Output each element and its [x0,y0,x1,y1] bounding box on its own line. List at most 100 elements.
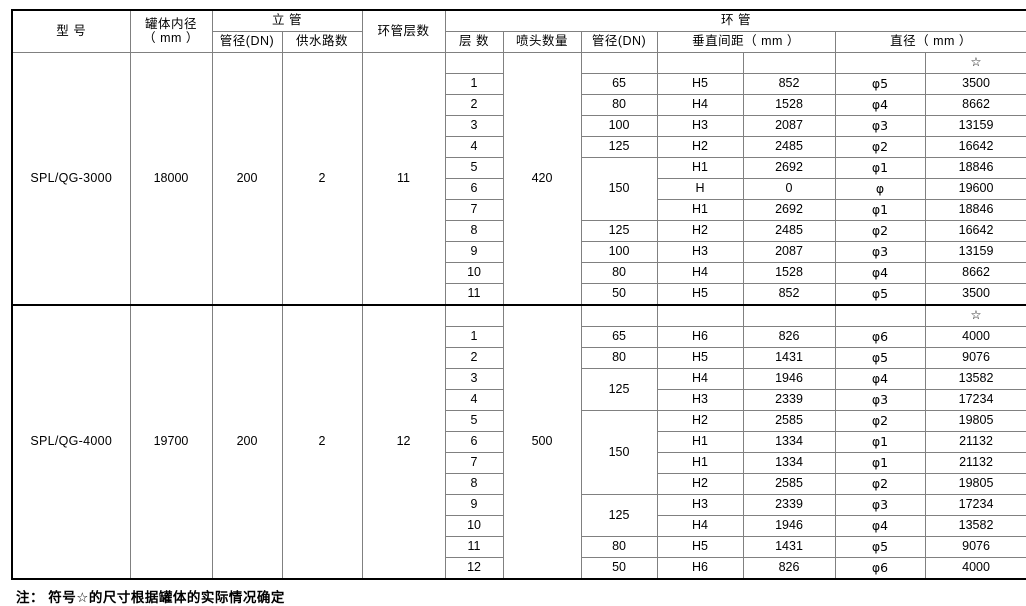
header-riser-group: 立 管 [211,9,363,32]
table-row: 3 125 H4 1946 φ4 13582 [12,368,1026,411]
cell-vertical-spacing: 2692 [742,199,836,221]
cell-layer-no: 10 [444,262,504,284]
cell-phi-label: φ4 [834,515,926,537]
table-row: 10 H4 1946 φ4 13582 [12,515,1026,537]
star-marker: ☆ [924,52,1026,74]
cell-h-label: H5 [656,73,744,95]
cell-h-label: H3 [656,115,744,137]
cell-vertical-spacing: 2087 [742,241,836,263]
cell-diameter: 3500 [924,283,1026,306]
cell-phi-label: φ3 [834,241,926,263]
cell-h-label: H3 [656,494,744,516]
cell-diameter: 8662 [924,94,1026,116]
cell-diameter: 4000 [924,557,1026,580]
cell-h-label: H1 [656,431,744,453]
cell-ring-pipe-diameter: 125 [580,368,658,411]
cell-ring-pipe-diameter: 80 [580,262,658,284]
cell-ring-pipe-diameter: 100 [580,241,658,263]
header-vertical-spacing: 垂直间距（ mm ） [656,31,836,53]
cell-phi-label: φ2 [834,136,926,158]
cell-h-label: H2 [656,220,744,242]
cell-h-label: H5 [656,283,744,306]
cell-phi-label: φ5 [834,536,926,558]
cell-ring-layer-count: 12 [361,304,446,580]
table-row: 1 65 H6 826 φ6 4000 [12,326,1026,348]
cell-tank-inner-diameter: 19700 [129,304,213,580]
cell-vertical-spacing-blank [742,304,836,327]
cell-h-label: H4 [656,368,744,390]
cell-diameter: 18846 [924,157,1026,179]
cell-vertical-spacing: 1946 [742,515,836,537]
cell-h-label: H6 [656,326,744,348]
cell-nozzle-count: 500 [502,304,582,580]
cell-ring-pipe-diameter: 80 [580,536,658,558]
cell-layer-no: 12 [444,557,504,580]
cell-vertical-spacing: 1431 [742,347,836,369]
cell-phi-label: φ5 [834,73,926,95]
cell-diameter: 13582 [924,515,1026,537]
cell-model: SPL/QG-4000 [11,304,131,580]
cell-phi-label: φ2 [834,410,926,432]
cell-layer-no: 8 [444,220,504,242]
cell-layer-no: 6 [444,178,504,200]
cell-riser-water-paths: 2 [281,52,363,306]
cell-vertical-spacing: 852 [742,283,836,306]
table-row: 11 80 H5 1431 φ5 9076 [12,536,1026,558]
cell-ring-pipe-diameter: 80 [580,347,658,369]
cell-layer-no: 8 [444,473,504,495]
cell-diameter: 4000 [924,326,1026,348]
cell-model: SPL/QG-3000 [11,52,131,306]
cell-phi-label: φ4 [834,262,926,284]
table-row: 9 125 H3 2339 φ3 17234 [12,494,1026,537]
cell-riser-water-paths: 2 [281,304,363,580]
cell-h-label: H2 [656,410,744,432]
cell-diameter: 21132 [924,452,1026,474]
cell-phi-label: φ5 [834,283,926,306]
cell-h-label-blank [656,304,744,327]
cell-layer-no: 4 [444,389,504,411]
header-row-sub: 管径(DN) 供水路数 层 数 喷头数量 管径(DN) 垂直间距（ mm ） 直… [12,31,1026,53]
cell-phi-label: φ3 [834,494,926,516]
header-model: 型 号 [11,9,131,53]
table-row: 2 80 H4 1528 φ4 8662 [12,94,1026,116]
table-row: 4 125 H2 2485 φ2 16642 [12,136,1026,158]
star-marker: ☆ [924,304,1026,327]
cell-layer-no: 11 [444,283,504,306]
cell-phi-label: φ6 [834,326,926,348]
cell-diameter: 21132 [924,431,1026,453]
cell-diameter: 19600 [924,178,1026,200]
cell-diameter: 8662 [924,262,1026,284]
header-riser-pipe-diameter: 管径(DN) [211,31,283,53]
cell-layer-no: 5 [444,410,504,432]
cell-diameter: 18846 [924,199,1026,221]
cell-layer-no: 1 [444,326,504,348]
cell-h-label: H [656,178,744,200]
cell-ring-pipe-diameter: 65 [580,73,658,95]
header-layer-no: 层 数 [444,31,504,53]
cell-diameter: 9076 [924,347,1026,369]
cell-phi-label: φ4 [834,368,926,390]
table-body: SPL/QG-300018000200211420☆154.00165H5852… [11,52,1026,580]
cell-phi-label: φ1 [834,199,926,221]
cell-phi-label: φ3 [834,115,926,137]
cell-layer-no: 2 [444,347,504,369]
cell-diameter: 13159 [924,241,1026,263]
cell-diameter: 19805 [924,473,1026,495]
cell-layer-no: 9 [444,241,504,263]
cell-vertical-spacing: 1528 [742,94,836,116]
table-row: 4 H3 2339 φ3 17234 [12,389,1026,411]
cell-vertical-spacing: 1528 [742,262,836,284]
cell-vertical-spacing: 0 [742,178,836,200]
cell-ring-pipe-diameter: 125 [580,494,658,537]
cell-ring-pipe-diameter: 50 [580,283,658,306]
cell-h-label: H4 [656,515,744,537]
cell-vertical-spacing: 2339 [742,389,836,411]
cell-phi-label: φ1 [834,157,926,179]
header-tank-inner-diameter-unit: （ mm ） [143,30,199,45]
cell-ring-pipe-diameter: 65 [580,326,658,348]
header-ring-group: 环 管 [444,9,1026,32]
cell-layer-no: 7 [444,452,504,474]
cell-ring-pipe-diameter: 80 [580,94,658,116]
cell-ring-pipe-diameter-blank [580,52,658,74]
